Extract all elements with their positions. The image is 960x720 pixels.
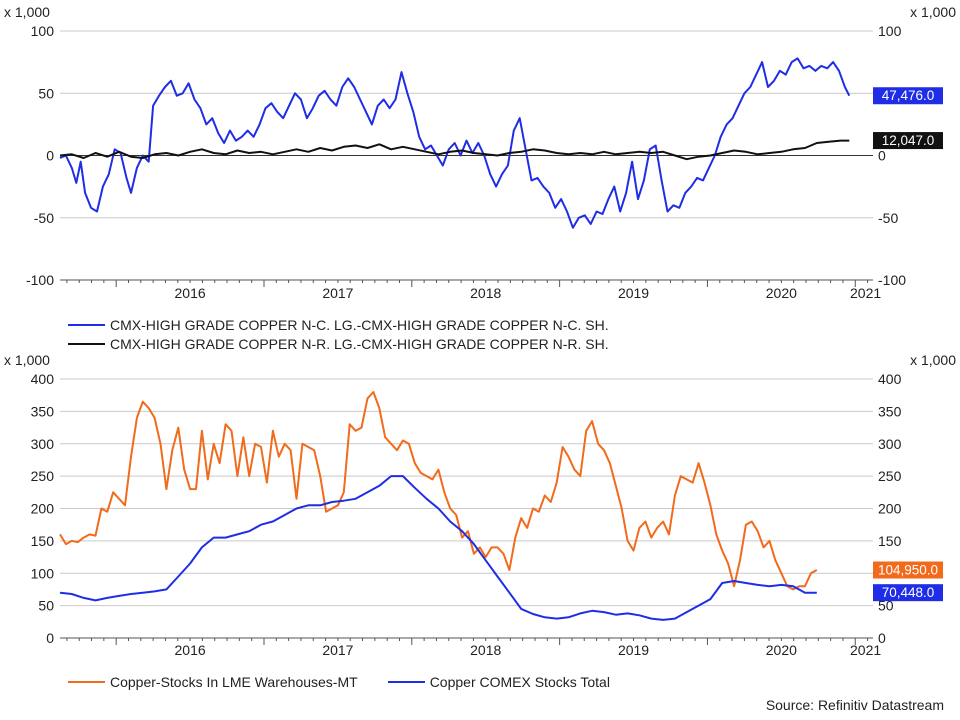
legend-label: Copper-Stocks In LME Warehouses-MT bbox=[110, 673, 358, 690]
x-tick-label: 2019 bbox=[618, 642, 649, 658]
y-tick-label-left: 250 bbox=[31, 468, 55, 484]
y-tick-label-left: 0 bbox=[46, 148, 54, 164]
y-tick-label-right: 400 bbox=[878, 371, 902, 387]
y-tick-label-right: 200 bbox=[878, 501, 902, 517]
y-tick-label-left: 0 bbox=[46, 630, 54, 646]
legend-item-nc-spread: CMX-HIGH GRADE COPPER N-C. LG.-CMX-HIGH … bbox=[68, 315, 609, 334]
y-tick-label-left: -100 bbox=[26, 272, 54, 288]
y-tick-label-right: 250 bbox=[878, 468, 902, 484]
legend-top: CMX-HIGH GRADE COPPER N-C. LG.-CMX-HIGH … bbox=[68, 315, 609, 353]
y-tick-label-left: -50 bbox=[34, 210, 54, 226]
legend-item-comex-stocks: Copper COMEX Stocks Total bbox=[387, 672, 610, 691]
x-tick-label: 2016 bbox=[175, 642, 206, 658]
x-tick-label: 2020 bbox=[766, 642, 797, 658]
source-note: Source: Refinitiv Datastream bbox=[765, 697, 944, 713]
y-tick-label-right: 0 bbox=[878, 148, 886, 164]
legend-item-lme-stocks: Copper-Stocks In LME Warehouses-MT bbox=[68, 672, 358, 691]
x-tick-label: 2020 bbox=[766, 285, 797, 301]
y-tick-label-left: 200 bbox=[31, 501, 55, 517]
y-tick-label-right: 100 bbox=[878, 23, 902, 39]
axis-multiplier-right: x 1,000 bbox=[910, 352, 956, 368]
last-value-label: 70,448.0 bbox=[882, 585, 935, 600]
legend-label: CMX-HIGH GRADE COPPER N-C. LG.-CMX-HIGH … bbox=[110, 316, 609, 333]
y-tick-label-right: 0 bbox=[878, 630, 886, 646]
y-tick-label-left: 350 bbox=[31, 403, 55, 419]
x-tick-label: 2016 bbox=[175, 285, 206, 301]
y-tick-label-right: -100 bbox=[878, 272, 906, 288]
legend-swatch bbox=[68, 680, 105, 683]
last-value-box bbox=[873, 87, 943, 105]
x-tick-label: 2018 bbox=[470, 285, 501, 301]
series-line bbox=[59, 391, 818, 591]
y-tick-label-right: 300 bbox=[878, 436, 902, 452]
last-value-box bbox=[873, 584, 943, 602]
legend-swatch bbox=[387, 680, 425, 683]
y-tick-label-right: -50 bbox=[878, 210, 898, 226]
axis-multiplier-left: x 1,000 bbox=[4, 352, 50, 368]
y-tick-label-left: 150 bbox=[31, 533, 55, 549]
y-tick-label-right: 50 bbox=[878, 598, 894, 614]
legend-swatch bbox=[68, 323, 105, 326]
y-tick-label-left: 100 bbox=[31, 565, 55, 581]
y-tick-label-right: 350 bbox=[878, 403, 902, 419]
last-value-label: 47,476.0 bbox=[882, 88, 935, 103]
y-tick-label-right: 150 bbox=[878, 533, 902, 549]
legend-swatch bbox=[68, 342, 105, 345]
series-line bbox=[59, 475, 817, 621]
y-tick-label-left: 50 bbox=[38, 598, 54, 614]
series-line bbox=[59, 57, 851, 229]
legend-label: Copper COMEX Stocks Total bbox=[429, 673, 610, 690]
last-value-label: 12,047.0 bbox=[882, 133, 935, 148]
x-tick-label: 2017 bbox=[322, 285, 353, 301]
legend-bottom: Copper-Stocks In LME Warehouses-MT Coppe… bbox=[68, 672, 640, 691]
y-tick-label-left: 100 bbox=[31, 23, 55, 39]
x-tick-label: 2017 bbox=[322, 642, 353, 658]
x-tick-label: 2021 bbox=[850, 285, 881, 301]
axis-multiplier-left: x 1,000 bbox=[4, 4, 50, 20]
y-tick-label-left: 300 bbox=[31, 436, 55, 452]
x-tick-label: 2018 bbox=[470, 642, 501, 658]
last-value-box bbox=[873, 132, 943, 150]
chart-bottom: 0050501001001501502002002502503003003503… bbox=[4, 352, 956, 658]
x-tick-label: 2021 bbox=[850, 642, 881, 658]
legend-label: CMX-HIGH GRADE COPPER N-R. LG.-CMX-HIGH … bbox=[110, 335, 609, 352]
series-line bbox=[59, 139, 850, 161]
last-value-box bbox=[873, 561, 943, 579]
legend-item-nr-spread: CMX-HIGH GRADE COPPER N-R. LG.-CMX-HIGH … bbox=[68, 334, 609, 353]
axis-multiplier-right: x 1,000 bbox=[910, 4, 956, 20]
y-tick-label-left: 50 bbox=[38, 85, 54, 101]
last-value-label: 104,950.0 bbox=[878, 563, 938, 578]
x-tick-label: 2019 bbox=[618, 285, 649, 301]
y-tick-label-left: 400 bbox=[31, 371, 55, 387]
